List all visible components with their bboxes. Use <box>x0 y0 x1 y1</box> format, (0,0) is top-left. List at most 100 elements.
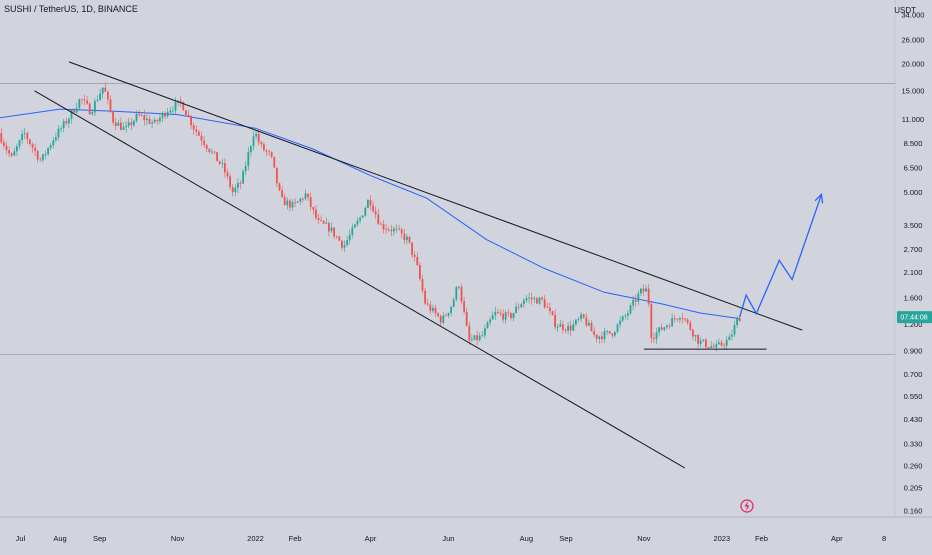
trendline[interactable] <box>34 90 686 469</box>
candle <box>159 114 161 125</box>
candle <box>559 319 562 328</box>
price-axis[interactable]: 34.000 26.000 20.000 15.000 11.000 8.500 6.500… <box>902 11 925 516</box>
candle <box>416 252 419 267</box>
candle <box>81 98 83 105</box>
candle <box>702 339 705 343</box>
candle-body <box>738 318 741 322</box>
candle <box>237 178 239 194</box>
candle <box>99 88 101 101</box>
candle <box>125 121 127 133</box>
candle-body <box>302 198 304 200</box>
candle <box>699 336 702 348</box>
candle-body <box>36 151 39 160</box>
candle <box>432 304 434 313</box>
candle <box>491 311 494 320</box>
candle-body <box>325 222 328 224</box>
candle <box>140 112 143 117</box>
candle-body <box>653 338 655 340</box>
candle-body <box>257 133 260 143</box>
candle <box>221 158 224 169</box>
projection-layer[interactable] <box>739 192 824 318</box>
candle-body <box>250 146 252 153</box>
candle <box>10 152 13 158</box>
candle <box>458 285 460 290</box>
candle <box>325 217 328 224</box>
candle-body <box>642 288 645 292</box>
candle-body <box>582 314 585 318</box>
candle-body <box>21 133 23 141</box>
candle-body <box>559 324 562 327</box>
trendline-layer[interactable] <box>34 61 803 469</box>
time-tick-label: Aug <box>53 534 66 543</box>
time-tick-label: 2022 <box>247 534 264 543</box>
candle-body <box>447 312 450 316</box>
candle-body <box>382 224 385 230</box>
candle <box>130 118 133 131</box>
candle <box>101 87 104 99</box>
candle <box>590 320 593 332</box>
candle-body <box>112 111 114 123</box>
candle-body <box>294 201 296 203</box>
horizontal-levels <box>0 83 895 355</box>
candle <box>733 320 736 337</box>
candle <box>86 96 88 106</box>
candle <box>621 315 624 323</box>
candle <box>593 326 595 338</box>
candle <box>663 326 666 332</box>
candle <box>426 299 429 307</box>
candle <box>468 321 471 346</box>
candle <box>478 332 481 342</box>
lightning-glyph <box>744 501 750 511</box>
candle <box>135 110 138 123</box>
candle <box>122 122 125 131</box>
candle-body <box>424 290 426 304</box>
candle <box>528 292 530 304</box>
candle-body <box>117 122 120 126</box>
candle <box>710 340 712 349</box>
candle-body <box>416 256 419 266</box>
candle-body <box>476 335 478 341</box>
candle <box>681 312 684 324</box>
candle-body <box>720 342 723 346</box>
candle-body <box>603 331 606 340</box>
event-badge[interactable] <box>740 499 754 513</box>
candle-body <box>151 122 153 124</box>
projection-arrowhead <box>814 192 824 204</box>
candle-body <box>276 167 278 184</box>
candle-body <box>554 314 556 328</box>
candle <box>494 306 497 320</box>
candle <box>216 152 218 162</box>
candle-body <box>335 236 338 238</box>
candle <box>195 125 198 137</box>
candle-body <box>432 307 434 311</box>
candle <box>543 295 546 309</box>
candle <box>364 206 367 217</box>
candle <box>653 332 655 343</box>
candle <box>533 295 536 303</box>
candle-body <box>525 298 528 301</box>
candle <box>608 330 611 335</box>
candle <box>151 119 153 129</box>
candle-body <box>343 244 346 248</box>
projection-path[interactable] <box>739 194 823 318</box>
trendline[interactable] <box>68 61 803 331</box>
candle <box>619 316 621 329</box>
candle-body <box>681 318 684 320</box>
candle <box>200 131 203 147</box>
time-axis[interactable]: Jul Aug Sep Nov 2022 Feb Apr Jun Aug Sep Nov 2023 Fe… <box>16 534 886 543</box>
candle-body <box>307 193 309 198</box>
candle <box>520 302 523 308</box>
candle <box>569 320 572 337</box>
candle-body <box>601 336 603 340</box>
price-tick-label: 0.550 <box>904 392 923 401</box>
candle <box>380 221 382 225</box>
candle <box>463 296 465 315</box>
time-tick-label: Feb <box>755 534 768 543</box>
candle-body <box>465 311 468 326</box>
candle <box>689 320 692 331</box>
candle-body <box>478 335 481 341</box>
candle-body <box>632 299 634 306</box>
candle <box>512 312 515 322</box>
